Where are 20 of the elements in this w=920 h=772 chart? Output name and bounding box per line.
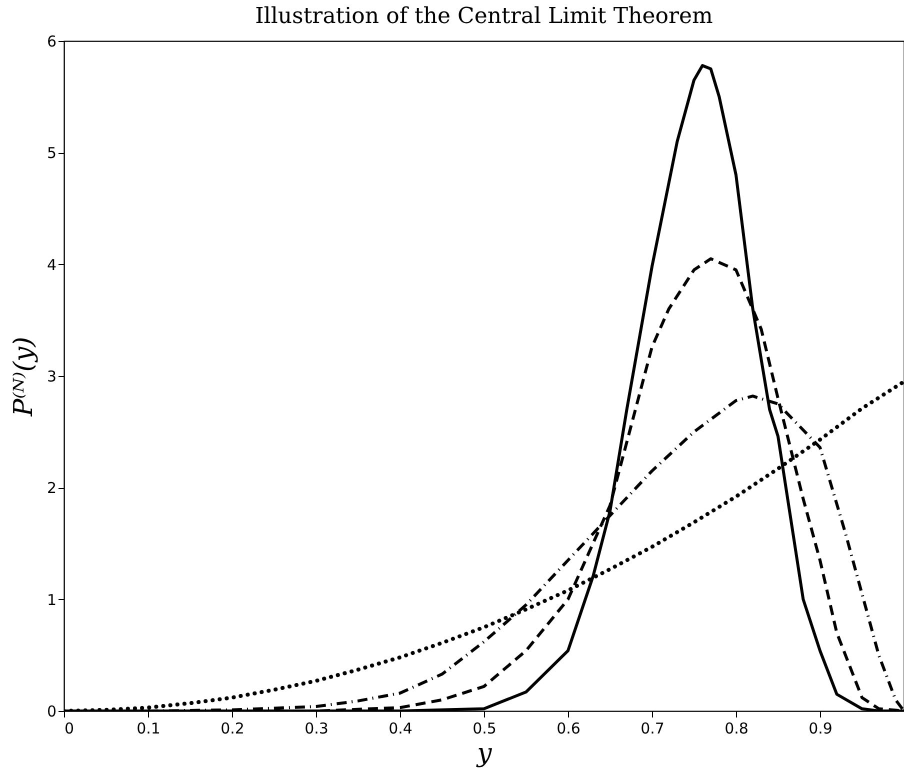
x-tick-label: 0.8 <box>724 720 748 738</box>
y-tick-label: 1 <box>46 590 56 609</box>
x-tick-label: 0.6 <box>556 720 580 738</box>
y-axis-title: P⁽ᴺ⁾(y) <box>8 336 39 418</box>
y-tick-label: 0 <box>46 702 56 720</box>
y-tick-label: 4 <box>46 256 56 274</box>
x-tick-label: 0.7 <box>640 720 664 738</box>
y-tick-label: 3 <box>46 368 56 386</box>
y-tick-label: 5 <box>46 144 56 162</box>
y-tick-label: 2 <box>46 479 56 498</box>
x-tick-label: 0.4 <box>388 720 412 738</box>
x-tick-label: 0.2 <box>220 720 244 738</box>
x-tick-label: 0 <box>64 720 74 738</box>
x-tick-label: 0.3 <box>304 720 328 738</box>
chart-title: Illustration of the Central Limit Theorem <box>255 4 714 29</box>
x-tick-label: 0.1 <box>136 720 160 738</box>
x-axis-title: y <box>476 738 492 768</box>
y-tick-label: 6 <box>46 32 56 50</box>
x-tick-label: 0.9 <box>808 720 832 738</box>
x-tick-label: 0.5 <box>472 720 496 738</box>
